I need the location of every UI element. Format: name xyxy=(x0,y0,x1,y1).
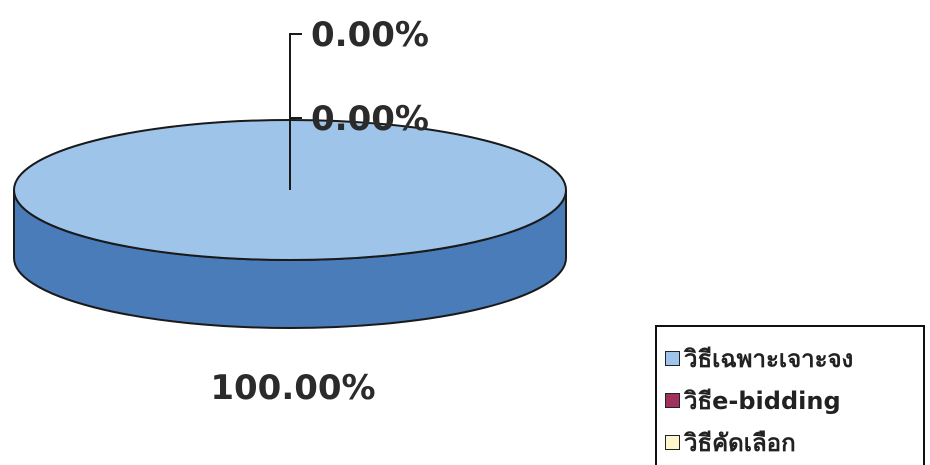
legend-swatch-1 xyxy=(665,350,680,366)
legend-item-2: วิธีe-bidding xyxy=(665,379,923,421)
chart-legend: วิธีเฉพาะเจาะจง วิธีe-bidding วิธีคัดเลื… xyxy=(655,325,925,465)
data-label-3: 0.00% xyxy=(311,15,429,55)
legend-item-3: วิธีคัดเลือก xyxy=(665,421,923,463)
legend-swatch-3 xyxy=(665,434,680,450)
data-label-2: 0.00% xyxy=(311,99,429,139)
legend-label-1: วิธีเฉพาะเจาะจง xyxy=(684,344,854,373)
legend-label-3: วิธีคัดเลือก xyxy=(684,428,796,457)
data-label-1: 100.00% xyxy=(210,368,375,408)
legend-swatch-2 xyxy=(665,392,680,408)
legend-item-1: วิธีเฉพาะเจาะจง xyxy=(665,337,923,379)
legend-label-2: วิธีe-bidding xyxy=(684,386,841,415)
leader-line-3 xyxy=(289,33,302,118)
